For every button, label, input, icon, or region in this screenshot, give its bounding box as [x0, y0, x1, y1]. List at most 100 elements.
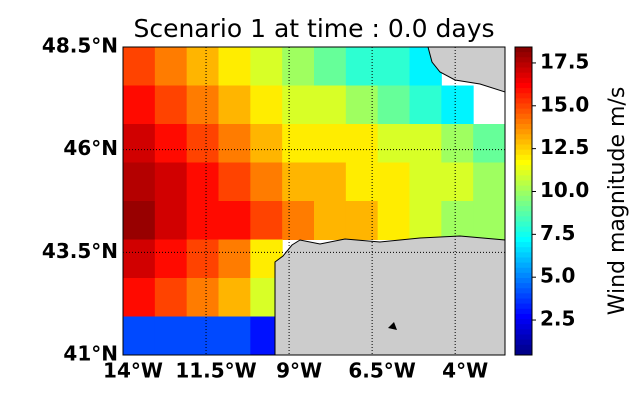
- cell: [154, 239, 188, 279]
- cell: [154, 201, 188, 240]
- cell: [345, 124, 379, 163]
- map-frame: [122, 46, 506, 356]
- colorbar-step: [515, 257, 532, 264]
- cell: [186, 239, 219, 279]
- cell: [250, 47, 283, 86]
- colorbar-step: [515, 201, 532, 207]
- colorbar-step: [515, 216, 532, 223]
- colorbar-step: [515, 170, 532, 176]
- colorbar-step: [515, 175, 532, 181]
- cell: [218, 239, 251, 279]
- cell: [377, 47, 410, 86]
- cell: [345, 162, 379, 202]
- colorbar-step: [515, 262, 532, 269]
- cell: [218, 316, 251, 356]
- title: Scenario 1 at time : 0.0 days: [133, 14, 494, 43]
- colorbar-label: Wind magnitude m/s: [605, 87, 630, 316]
- colorbar-step: [515, 77, 532, 84]
- cell: [123, 278, 156, 317]
- colorbar-step: [515, 349, 532, 356]
- cell: [186, 201, 219, 240]
- cell: [154, 278, 188, 317]
- x-tick-label: 6.5°W: [348, 359, 416, 383]
- colorbar-frame: [514, 46, 533, 356]
- y-tick-label: 41°N: [63, 342, 118, 366]
- colorbar-step: [515, 283, 532, 289]
- cell: [282, 162, 315, 202]
- cell: [345, 85, 379, 125]
- colorbar-step: [515, 298, 532, 305]
- colorbar-step: [515, 344, 532, 351]
- colorbar-step: [515, 267, 532, 274]
- cell: [409, 201, 442, 240]
- colorbar-step: [515, 165, 532, 171]
- colorbar-step: [515, 82, 532, 89]
- colorbar-step: [515, 88, 532, 94]
- field: [123, 47, 506, 356]
- cell: [218, 278, 251, 317]
- cell: [250, 85, 283, 125]
- cell: [154, 316, 188, 356]
- colorbar-tick-label: 2.5: [540, 307, 575, 331]
- cell: [409, 85, 442, 125]
- colorbar-step: [515, 108, 532, 115]
- cell: [314, 47, 347, 86]
- cell: [154, 85, 188, 125]
- colorbar-step: [515, 67, 532, 74]
- cell: [154, 162, 188, 202]
- colorbar-step: [515, 242, 532, 248]
- colorbar-step: [515, 288, 532, 294]
- colorbar-step: [515, 47, 532, 53]
- cell: [409, 124, 442, 163]
- cell: [123, 85, 156, 125]
- colorbar-step: [515, 329, 532, 335]
- cell: [377, 162, 410, 202]
- colorbar-step: [515, 226, 532, 233]
- cell: [186, 85, 219, 125]
- colorbar-tick-label: 15.0: [540, 92, 589, 116]
- colorbar-step: [515, 124, 532, 130]
- colorbar-step: [515, 334, 532, 341]
- colorbar-step: [515, 231, 532, 238]
- cell: [314, 162, 347, 202]
- cell: [123, 162, 156, 202]
- colorbar-step: [515, 72, 532, 79]
- colorbar-step: [515, 308, 532, 315]
- colorbar-tick-label: 17.5: [540, 49, 589, 73]
- x-tick-label: 4°W: [442, 359, 488, 383]
- cell: [282, 85, 315, 125]
- colorbar-step: [515, 103, 532, 110]
- colorbar-step: [515, 93, 532, 99]
- cell: [154, 47, 188, 86]
- colorbar-tick-label: 10.0: [540, 178, 589, 202]
- colorbar-step: [515, 57, 532, 63]
- cell: [123, 316, 156, 356]
- cell: [123, 239, 156, 279]
- colorbar-step: [515, 236, 532, 243]
- cell: [441, 201, 474, 240]
- colorbar: [514, 46, 536, 356]
- cell: [345, 201, 379, 240]
- colorbar-step: [515, 139, 532, 146]
- cell: [123, 201, 156, 240]
- cell: [441, 85, 474, 125]
- cell: [186, 162, 219, 202]
- colorbar-tick-label: 5.0: [540, 264, 575, 288]
- colorbar-step: [515, 113, 532, 120]
- cell: [282, 124, 315, 163]
- cell: [186, 316, 219, 356]
- colorbar-step: [515, 293, 532, 300]
- cell: [250, 201, 283, 240]
- cell: [409, 162, 442, 202]
- colorbar-step: [515, 134, 532, 140]
- cell: [218, 201, 251, 240]
- cell: [282, 47, 315, 86]
- colorbar-tick-label: 12.5: [540, 135, 589, 159]
- cell: [473, 201, 506, 240]
- colorbar-step: [515, 206, 532, 212]
- cell: [377, 85, 410, 125]
- colorbar-step: [515, 339, 532, 346]
- cell: [282, 201, 315, 240]
- colorbar-step: [515, 221, 532, 228]
- cell: [186, 124, 219, 163]
